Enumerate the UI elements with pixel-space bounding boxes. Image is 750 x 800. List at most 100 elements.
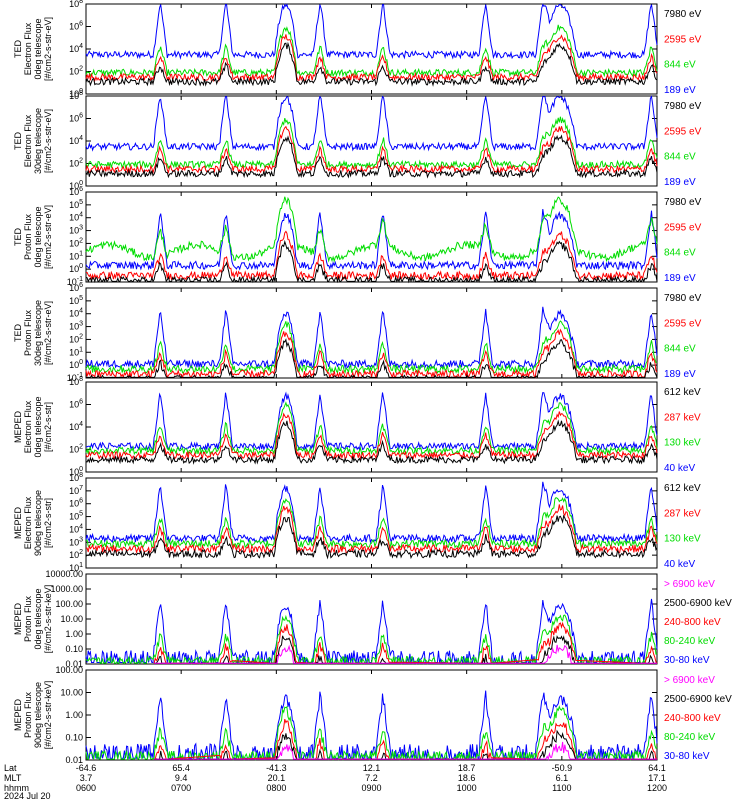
y-tick-label: 108 [69, 0, 83, 9]
x-tick-label-lat: 12.1 [363, 763, 381, 773]
legend-entry: 240-800 keV [664, 617, 721, 628]
x-tick-label-mlt: 17.1 [648, 773, 666, 783]
series-line [85, 401, 658, 456]
x-row-label: MLT [4, 773, 22, 783]
legend-entry: 844 eV [664, 248, 696, 259]
series-line [86, 338, 658, 379]
series-line [85, 116, 658, 170]
x-tick-label-hhmm: 1100 [552, 783, 571, 793]
y-tick-label: 1.00 [65, 629, 83, 639]
y-axis-label: [#/cm2-s-str-eV] [43, 301, 53, 365]
series-line [85, 3, 658, 60]
y-tick-label: 10-1 [67, 372, 83, 383]
x-tick-label-lat: -41.3 [266, 763, 287, 773]
series-line [85, 320, 658, 375]
legend-entry: 130 keV [664, 534, 701, 545]
y-tick-label: 102 [69, 549, 83, 560]
legend-entry: 2500-6900 keV [664, 598, 732, 609]
y-axis-label: [#/cm2-s-str-eV] [43, 109, 53, 173]
y-tick-label: 104 [69, 421, 83, 432]
series-line [85, 134, 658, 179]
y-axis-label: Proton Flux [23, 309, 33, 356]
series-line [85, 514, 658, 560]
y-axis-label: [#/cm2-s-str-eV] [43, 17, 53, 81]
x-tick-label-lat: 64.1 [648, 763, 666, 773]
y-tick-label: 107 [69, 485, 83, 496]
y-tick-label: 102 [69, 444, 83, 455]
x-tick-label-hhmm: 0900 [361, 783, 381, 793]
x-tick-label-mlt: 20.1 [268, 773, 286, 783]
legend-entry: 189 eV [664, 369, 696, 380]
x-tick-label-hhmm: 0600 [76, 783, 96, 793]
legend-entry: 30-80 keV [664, 751, 710, 762]
legend-entry: 287 keV [664, 412, 701, 423]
series-line [85, 705, 658, 762]
y-tick-label: 106 [69, 282, 83, 293]
legend-entry: 189 eV [664, 273, 696, 284]
series-line [85, 496, 658, 550]
series-line [85, 419, 658, 465]
y-tick-label: 100 [69, 359, 83, 370]
y-axis-label: Proton Flux [23, 595, 33, 642]
y-tick-label: 100 [69, 466, 83, 477]
series-line [85, 196, 658, 263]
x-tick-label-lat: 18.7 [458, 763, 476, 773]
x-tick-label-mlt: 6.1 [556, 773, 569, 783]
y-axis-label: Electron Flux [23, 22, 33, 75]
y-axis-label: MEPED [13, 699, 23, 732]
legend-entry: 189 eV [664, 177, 696, 188]
y-tick-label: 104 [69, 523, 83, 534]
y-tick-label: 104 [69, 308, 83, 319]
legend-entry: 189 eV [664, 85, 696, 96]
y-axis-label: Electron Flux [23, 400, 33, 453]
y-axis-label: 0deg telescope [33, 206, 43, 267]
y-axis-label: Electron Flux [23, 496, 33, 549]
legend-entry: 7980 eV [664, 9, 702, 20]
legend-entry: 844 eV [664, 152, 696, 163]
y-tick-label: 108 [69, 90, 83, 101]
y-tick-label: 101 [69, 346, 83, 357]
x-tick-label-hhmm: 1200 [647, 783, 667, 793]
legend-entry: 7980 eV [664, 293, 702, 304]
x-tick-label-lat: -50.9 [552, 763, 573, 773]
x-row-label: Lat [4, 763, 17, 773]
y-tick-label: 10.00 [60, 688, 83, 698]
series-line [85, 41, 658, 87]
y-axis-label: [#/cm2-s-str] [43, 402, 53, 452]
y-tick-label: 106 [69, 498, 83, 509]
y-tick-label: 0.10 [65, 733, 83, 743]
y-tick-label: 1.00 [65, 710, 83, 720]
x-tick-label-hhmm: 1000 [457, 783, 477, 793]
y-axis-label: [#/cm2-s-str-keV] [43, 681, 53, 750]
legend-entry: 612 keV [664, 387, 701, 398]
y-axis-label: 90deg telescope [33, 682, 43, 748]
y-axis-label: [#/cm2-s-str-keV] [43, 585, 53, 654]
legend-entry: 2595 eV [664, 126, 702, 137]
legend-entry: 2595 eV [664, 222, 702, 233]
y-tick-label: 101 [69, 250, 83, 261]
series-line [154, 718, 658, 760]
y-tick-label: 1000.00 [50, 584, 83, 594]
y-tick-label: 10000.00 [45, 569, 83, 579]
y-tick-label: 103 [69, 225, 83, 236]
x-tick-label-hhmm: 0800 [266, 783, 286, 793]
y-tick-label: 108 [69, 376, 83, 387]
panel-frame [85, 669, 658, 761]
y-tick-label: 108 [69, 472, 83, 483]
series-line [85, 34, 658, 83]
series-line [85, 239, 658, 284]
y-axis-label: 0deg telescope [33, 396, 43, 457]
y-tick-label: 101 [69, 562, 83, 573]
y-axis-label: [#/cm2-s-str-eV] [43, 205, 53, 269]
series-line [85, 481, 658, 544]
series-line [85, 306, 658, 370]
legend-entry: 7980 eV [664, 101, 702, 112]
y-axis-label: 30deg telescope [33, 108, 43, 174]
y-axis-label: Proton Flux [23, 691, 33, 738]
x-tick-label-mlt: 3.7 [80, 773, 93, 783]
y-tick-label: 100 [69, 263, 83, 274]
y-tick-label: 0.01 [65, 755, 83, 765]
y-axis-label: Electron Flux [23, 114, 33, 167]
y-tick-label: 105 [69, 199, 83, 210]
legend-entry: 2595 eV [664, 34, 702, 45]
